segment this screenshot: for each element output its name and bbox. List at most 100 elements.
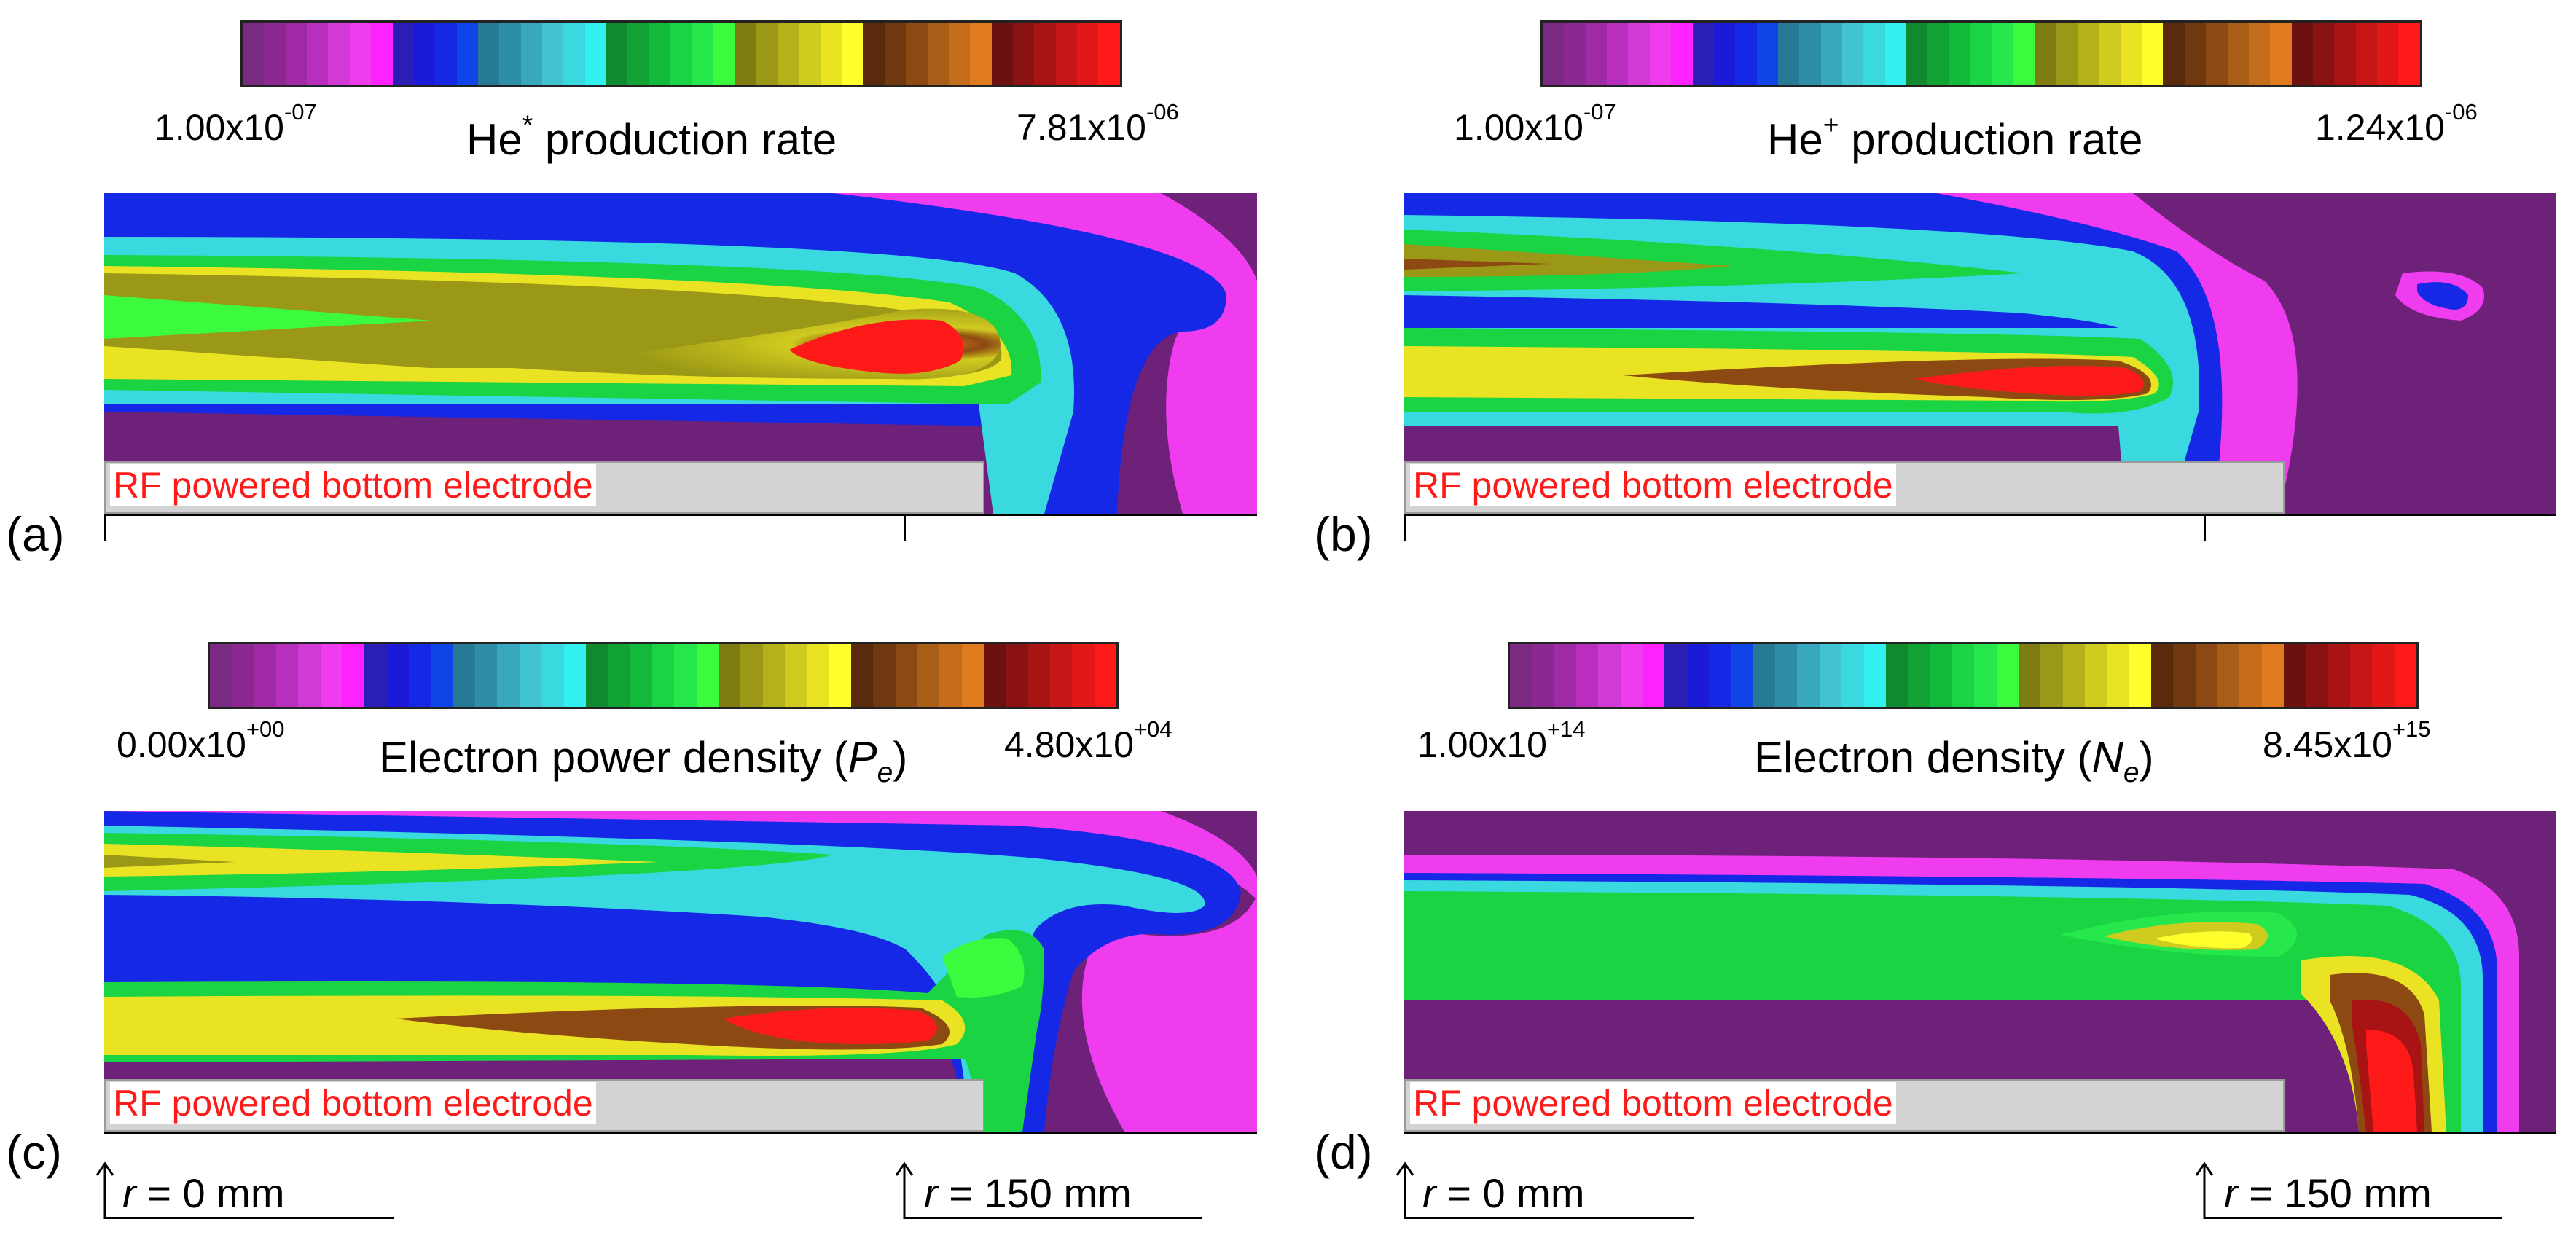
colorbar-segment	[1992, 23, 2013, 85]
colorbar-segment	[651, 644, 675, 707]
colorbar-segment	[1996, 644, 2019, 707]
colorbar-segment	[1576, 644, 1599, 707]
colorbar-segment	[1842, 23, 1864, 85]
colorbar-segment	[1777, 23, 1800, 85]
electrode-label-b: RF powered bottom electrode	[1410, 464, 1896, 506]
colorbar-segment	[784, 644, 807, 707]
colorbar-segment	[2150, 644, 2174, 707]
colorbar-c	[208, 642, 1119, 709]
colorbar-segment	[1543, 23, 1565, 85]
panel-label-d: (d)	[1314, 1125, 1373, 1179]
colorbar-segment	[342, 644, 365, 707]
colorbar-segment	[756, 23, 778, 85]
colorbar-segment	[2306, 644, 2328, 707]
contour-plot-d	[1404, 811, 2556, 1132]
colorbar-segment	[1756, 23, 1778, 85]
colorbar-segment	[1034, 23, 1056, 85]
colorbar-segment	[1598, 644, 1621, 707]
colorbar-segment	[948, 23, 971, 85]
colorbar-segment	[2350, 644, 2373, 707]
panel-label-a: (a)	[6, 507, 65, 561]
colorbar-segment	[961, 644, 984, 707]
colorbar-segment	[2163, 23, 2185, 85]
colorbar-segment	[2398, 23, 2420, 85]
colorbar-segment	[649, 23, 671, 85]
colorbar-segment	[386, 644, 410, 707]
colorbar-segment	[563, 23, 585, 85]
colorbar-segment	[927, 23, 949, 85]
colorbar-segment	[829, 644, 851, 707]
colorbar-segment	[1607, 23, 1629, 85]
colorbar-segment	[413, 23, 436, 85]
colorbar-segment	[2184, 23, 2207, 85]
colorbar-segment	[2261, 644, 2285, 707]
colorbar-segment	[2040, 644, 2063, 707]
colorbar-segment	[850, 644, 874, 707]
colorbar-segment	[1885, 644, 1908, 707]
colorbar-segment	[2334, 23, 2356, 85]
colorbar-segment	[307, 23, 329, 85]
colorbar-segment	[1906, 23, 1928, 85]
colorbar-segment	[264, 23, 286, 85]
colorbar-segment	[1819, 644, 1842, 707]
colorbar-segment	[1098, 23, 1120, 85]
colorbar-segment	[435, 23, 457, 85]
panel-label-c: (c)	[6, 1125, 62, 1179]
r150-label-d: r = 150 mm	[2224, 1170, 2432, 1216]
colorbar-segment	[431, 644, 453, 707]
colorbar-segment	[453, 644, 476, 707]
r0-underline-d	[1404, 1217, 1694, 1219]
colorbar-segment	[906, 23, 928, 85]
colorbar-segment	[1686, 644, 1710, 707]
colorbar-segment	[2270, 23, 2292, 85]
axis-line-d	[1404, 1132, 2556, 1134]
colorbar-segment	[1094, 644, 1117, 707]
colorbar-segment	[254, 644, 277, 707]
colorbar-segment	[475, 644, 498, 707]
colorbar-segment	[735, 23, 756, 85]
colorbar-segment	[1930, 644, 1952, 707]
colorbar-segment	[939, 644, 962, 707]
colorbar-segment	[1510, 644, 1532, 707]
colorbar-a	[240, 20, 1122, 87]
colorbar-segment	[1055, 23, 1078, 85]
colorbar-segment	[608, 644, 630, 707]
colorbar-segment	[674, 644, 697, 707]
colorbar-min-d: 1.00x10+14	[1417, 716, 1586, 765]
colorbar-segment	[1643, 644, 1665, 707]
panel-c: 0.00x10+00 Electron power density (Pe) 4…	[0, 623, 1288, 1246]
colorbar-segment	[2312, 23, 2335, 85]
electrode-a: RF powered bottom electrode	[104, 461, 984, 514]
colorbar-segment	[392, 23, 414, 85]
axis-line-c	[104, 1132, 1257, 1134]
colorbar-segment	[1585, 23, 1608, 85]
colorbar-segment	[349, 23, 372, 85]
colorbar-segment	[1649, 23, 1672, 85]
electrode-c: RF powered bottom electrode	[104, 1079, 984, 1132]
colorbar-segment	[541, 644, 564, 707]
colorbar-segment	[917, 644, 940, 707]
colorbar-segment	[520, 23, 543, 85]
colorbar-segment	[232, 644, 254, 707]
colorbar-segment	[1664, 644, 1687, 707]
colorbar-segment	[1884, 23, 1907, 85]
colorbar-max-d: 8.45x10+15	[2263, 716, 2431, 765]
colorbar-segment	[2372, 644, 2395, 707]
colorbar-segment	[2062, 644, 2085, 707]
colorbar-segment	[285, 23, 308, 85]
colorbar-segment	[2206, 23, 2228, 85]
colorbar-segment	[1628, 23, 1650, 85]
colorbar-segment	[2248, 23, 2271, 85]
colorbar-title-d: Electron density (Ne)	[1754, 733, 2154, 788]
colorbar-max-c: 4.80x10+04	[1004, 716, 1172, 765]
colorbar-segment	[1820, 23, 1843, 85]
colorbar-title-b: He+ production rate	[1767, 109, 2143, 164]
colorbar-title-c: Electron power density (Pe)	[379, 733, 908, 788]
colorbar-segment	[670, 23, 692, 85]
r150-underline-d	[2204, 1217, 2502, 1219]
colorbar-segment	[884, 23, 907, 85]
colorbar-segment	[2099, 23, 2121, 85]
colorbar-segment	[584, 23, 607, 85]
colorbar-segment	[1012, 23, 1035, 85]
